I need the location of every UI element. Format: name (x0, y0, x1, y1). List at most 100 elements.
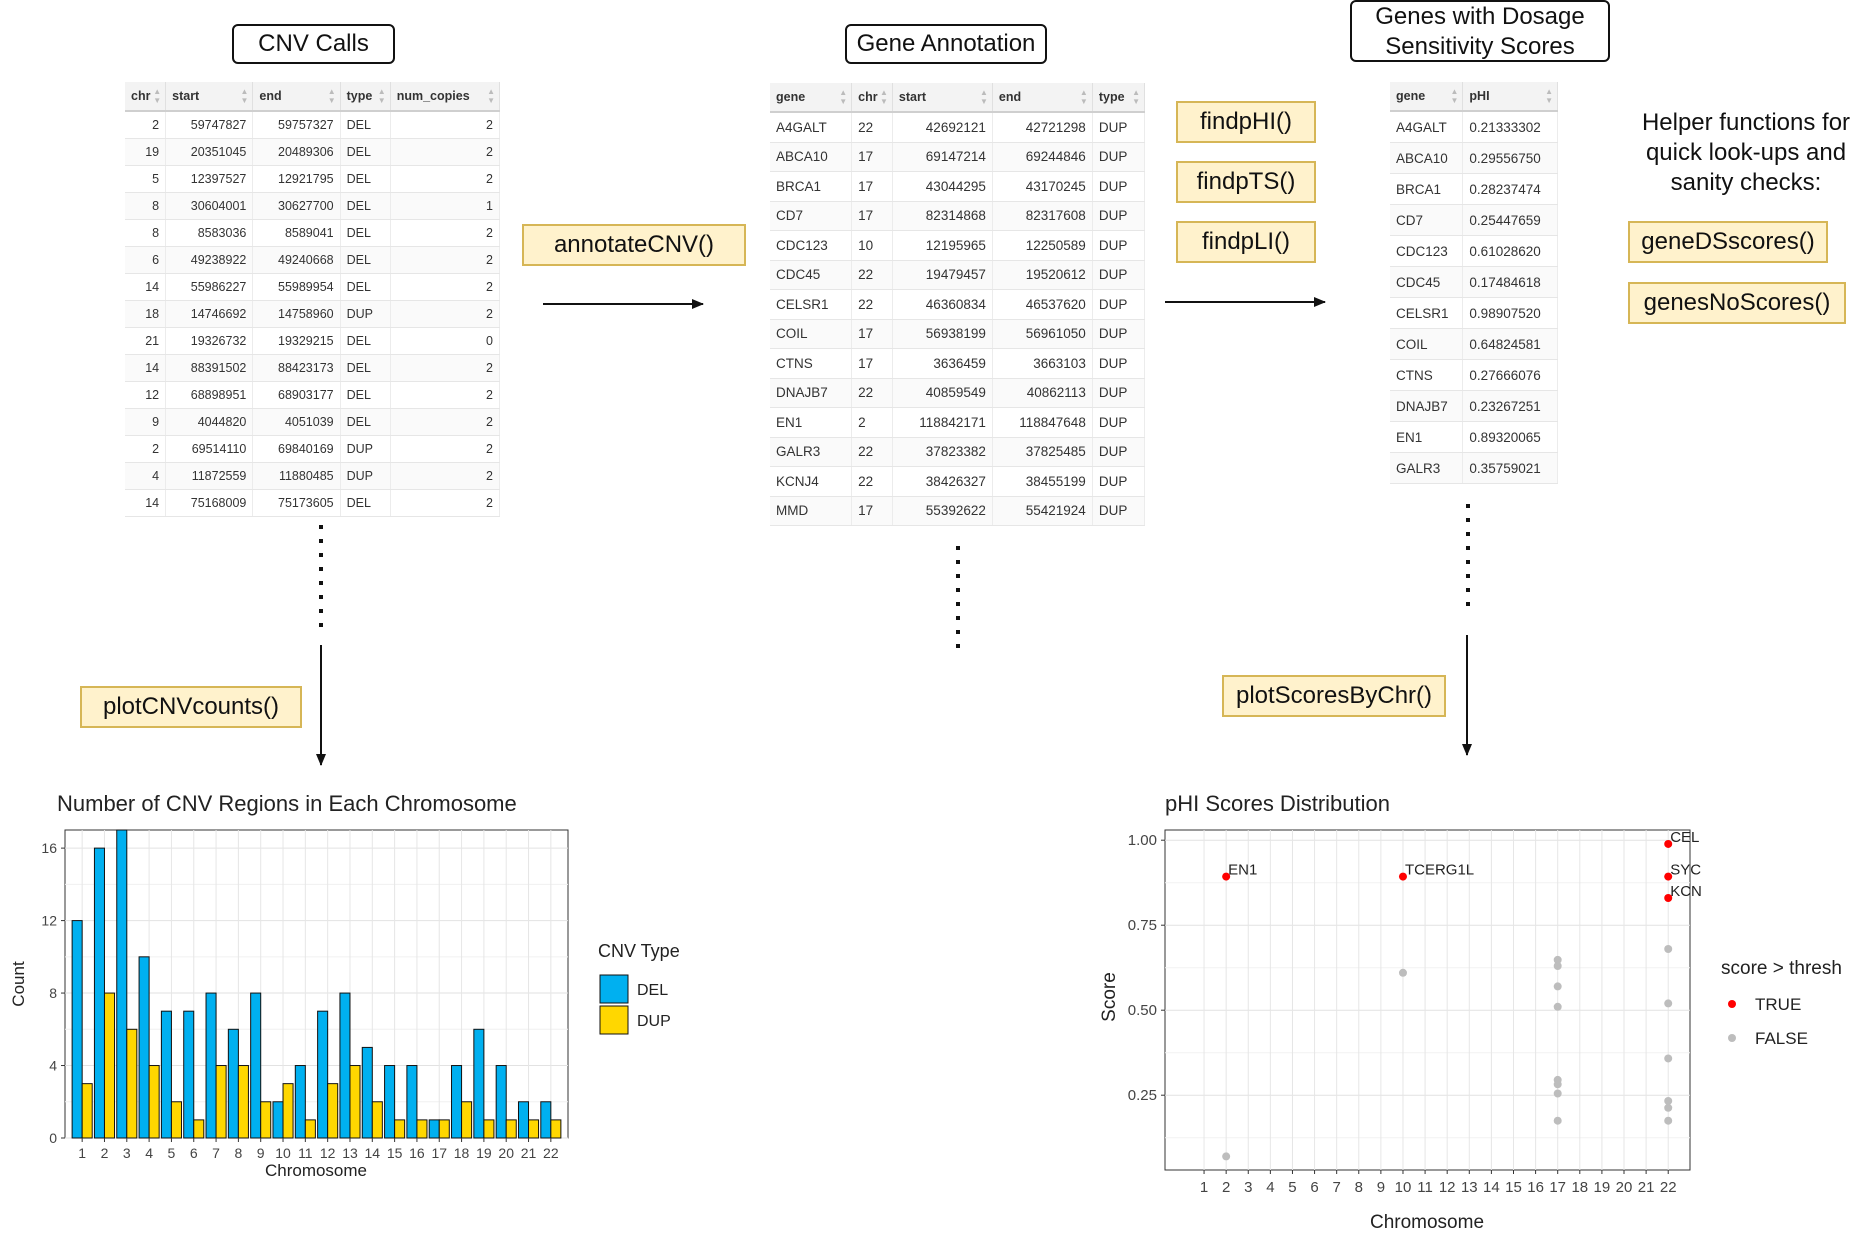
table-row: 18 14746692 14758960 DUP 2 (125, 300, 501, 328)
bar-dup-chr-7 (215, 1065, 227, 1139)
table-row: 5 12397527 12921795 DEL 2 (125, 165, 501, 193)
dosage-scores-title: Genes with Dosage Sensitivity Scores (1350, 0, 1610, 62)
table-row: BRCA1 17 43044295 43170245 DUP (770, 171, 1146, 202)
table-cell: 2 (390, 489, 501, 517)
gene-annotation-table: gene ▲ ▼ chr ▲ ▼ start ▲ ▼ end ▲ ▼ type ▲ ▼ A4GALT 22 42… (770, 83, 1146, 526)
table-cell: DEL (340, 489, 391, 517)
table-cell: DNAJB7 (770, 378, 853, 408)
column-header-type[interactable]: type ▲ ▼ (340, 82, 391, 112)
x-tick-label: 1 (1200, 1179, 1208, 1196)
point-true (1664, 894, 1673, 902)
dosage-scores-table: gene ▲ ▼ pHI ▲ ▼ A4GALT 0.21333302 ABCA10 0.2955… (1390, 82, 1558, 484)
table-cell: 88391502 (165, 354, 254, 382)
table-cell: 14746692 (165, 300, 254, 328)
x-tick-label: 11 (1417, 1179, 1433, 1196)
bar-legend-title: CNV Type (598, 941, 680, 961)
sort-arrows-icon[interactable]: ▲ ▼ (1545, 87, 1553, 105)
table-cell: 2 (390, 273, 501, 301)
sort-arrows-icon[interactable]: ▲ ▼ (240, 87, 249, 105)
sort-arrows-icon[interactable]: ▲ ▼ (327, 87, 336, 105)
table-cell: 68898951 (165, 381, 254, 409)
table-cell: 0.64824581 (1462, 328, 1558, 360)
table-cell: 4044820 (165, 408, 254, 436)
column-header-phi[interactable]: pHI ▲ ▼ (1462, 82, 1558, 112)
bar-dup-chr-22 (550, 1119, 562, 1139)
sort-arrows-icon[interactable]: ▲ ▼ (1450, 87, 1459, 105)
table-cell: 59747827 (165, 111, 254, 139)
x-tick-label: 21 (521, 1145, 537, 1161)
sort-arrows-icon[interactable]: ▲ ▼ (377, 87, 386, 105)
table-cell: CD7 (1390, 204, 1464, 236)
column-header-start[interactable]: start ▲ ▼ (165, 82, 254, 112)
table-cell: 0.23267251 (1462, 390, 1558, 422)
table-row: DNAJB7 0.23267251 (1390, 390, 1558, 422)
bar-del-chr-16 (406, 1065, 418, 1139)
table-cell: 55986227 (165, 273, 254, 301)
sort-arrows-icon[interactable]: ▲ ▼ (839, 88, 848, 106)
sort-arrows-icon[interactable]: ▲ ▼ (880, 88, 888, 106)
column-header-start[interactable]: start ▲ ▼ (892, 83, 993, 113)
x-tick-label: 19 (1594, 1179, 1611, 1196)
column-header-gene[interactable]: gene ▲ ▼ (1390, 82, 1464, 112)
table-cell: CDC123 (770, 230, 853, 261)
table-cell: DEL (340, 273, 391, 301)
table-cell: 19520612 (992, 260, 1093, 290)
x-tick-label: 22 (1660, 1179, 1677, 1196)
table-cell: 55989954 (252, 273, 341, 301)
table-cell: 2 (390, 462, 501, 490)
table-cell: BRCA1 (1390, 173, 1464, 205)
table-cell: 43044295 (892, 171, 993, 202)
table-cell: 11872559 (165, 462, 254, 490)
table-cell: DEL (340, 219, 391, 247)
table-cell: 69514110 (165, 435, 254, 463)
column-header-end[interactable]: end ▲ ▼ (992, 83, 1093, 113)
sort-arrows-icon[interactable]: ▲ ▼ (979, 88, 988, 106)
scatter-chart-x-label: Chromosome (1370, 1212, 1484, 1233)
column-header-num-copies[interactable]: num_copies ▲ ▼ (390, 82, 501, 112)
table-cell: 30604001 (165, 192, 254, 220)
table-row: CDC45 0.17484618 (1390, 266, 1558, 298)
table-row: CD7 17 82314868 82317608 DUP (770, 201, 1146, 231)
sort-arrows-icon[interactable]: ▲ ▼ (487, 87, 495, 105)
table-row: A4GALT 22 42692121 42721298 DUP (770, 112, 1146, 143)
x-tick-label: 7 (212, 1145, 220, 1161)
table-cell: 17 (851, 201, 893, 231)
table-cell: CDC45 (770, 260, 853, 290)
bar-dup-chr-11 (304, 1119, 316, 1139)
helper-line-2: quick look-ups and (1645, 139, 1847, 166)
bar-dup-chr-3 (126, 1028, 138, 1139)
legend-label-false: FALSE (1755, 1029, 1808, 1048)
sort-arrows-icon[interactable]: ▲ ▼ (1132, 88, 1140, 106)
table-cell: 0 (390, 327, 501, 355)
table-cell: DUP (1092, 201, 1146, 231)
column-header-end[interactable]: end ▲ ▼ (252, 82, 341, 112)
table-cell: DUP (1092, 112, 1146, 143)
table-row: ABCA10 0.29556750 (1390, 142, 1558, 174)
sort-arrows-icon[interactable]: ▲ ▼ (153, 87, 162, 105)
column-header-chr[interactable]: chr ▲ ▼ (851, 83, 893, 113)
column-header-type[interactable]: type ▲ ▼ (1092, 83, 1146, 113)
legend-key-false (1728, 1034, 1736, 1042)
table-cell: 1 (390, 192, 501, 220)
x-tick-label: 16 (409, 1145, 425, 1161)
bar-dup-chr-19 (483, 1119, 495, 1139)
y-tick-label: 16 (41, 840, 57, 856)
point-false (1553, 1080, 1562, 1089)
bar-dup-chr-20 (505, 1119, 517, 1139)
column-header-label: type (346, 89, 373, 103)
bar-dup-chr-5 (170, 1101, 182, 1139)
x-tick-label: 20 (498, 1145, 514, 1161)
y-tick-label: 0.50 (1128, 1002, 1157, 1019)
table-cell: ABCA10 (770, 142, 853, 172)
table-cell: 12195965 (892, 230, 993, 261)
column-header-gene[interactable]: gene ▲ ▼ (770, 83, 853, 113)
sort-arrows-icon[interactable]: ▲ ▼ (1079, 88, 1088, 106)
bar-dup-chr-14 (371, 1101, 383, 1139)
column-header-chr[interactable]: chr ▲ ▼ (125, 82, 167, 112)
table-cell: 4051039 (252, 408, 341, 436)
table-cell: DUP (1092, 437, 1146, 467)
x-tick-label: 13 (342, 1145, 358, 1161)
x-tick-label: 15 (387, 1145, 403, 1161)
table-row: ABCA10 17 69147214 69244846 DUP (770, 142, 1146, 172)
